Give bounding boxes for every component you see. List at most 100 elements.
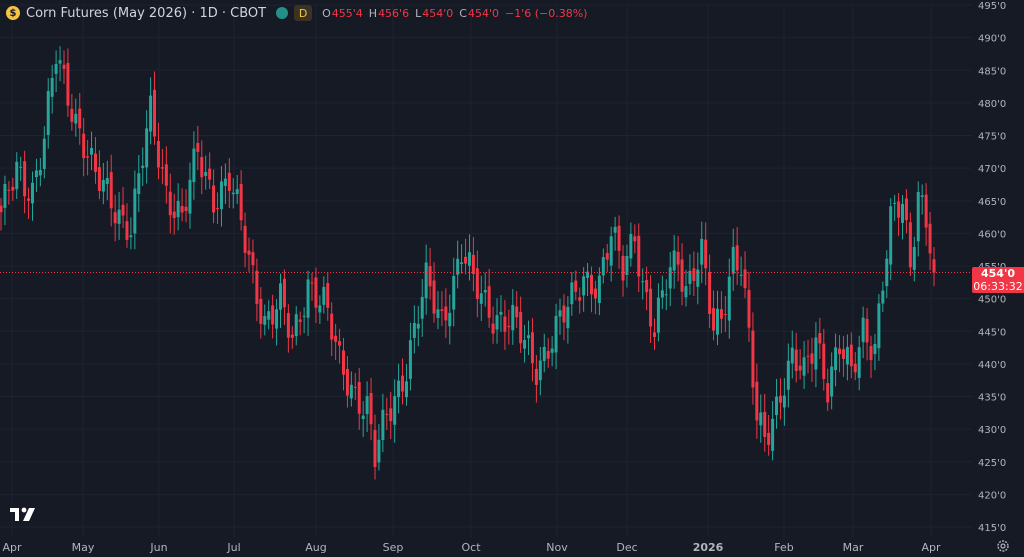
candle-body (826, 383, 830, 403)
y-tick-label: 415'0 (978, 523, 1006, 534)
candle (125, 203, 129, 248)
candle (519, 296, 523, 353)
y-tick-label: 490'0 (978, 34, 1006, 45)
candle (133, 170, 137, 250)
candle (82, 117, 86, 177)
x-tick-label: Jun (149, 541, 167, 554)
x-tick-label: Dec (616, 541, 637, 554)
candle-body (42, 138, 46, 170)
candle (90, 131, 94, 171)
candle-body (318, 305, 322, 313)
candle-body (715, 308, 719, 335)
candle (456, 240, 460, 289)
candle (507, 309, 511, 345)
candle (751, 312, 755, 405)
candle (908, 212, 912, 277)
candle-body (440, 309, 444, 311)
x-tick-label: 2026 (693, 541, 724, 554)
y-tick-label: 420'0 (978, 490, 1006, 501)
candle-body (778, 395, 782, 403)
candle (200, 140, 204, 195)
candle (101, 163, 105, 205)
candle-body (566, 306, 570, 329)
candle (66, 48, 70, 118)
y-tick-label: 445'0 (978, 327, 1006, 338)
candle (538, 346, 542, 396)
candle (46, 78, 50, 149)
candle-body (676, 251, 680, 265)
candle-body (176, 201, 180, 218)
candle-body (326, 282, 330, 308)
candle-body (790, 347, 794, 364)
candle-body (251, 252, 255, 266)
candle (318, 295, 322, 324)
candle-body (605, 252, 609, 260)
candle (767, 415, 771, 456)
candle-body (90, 147, 94, 155)
market-status-icon[interactable] (276, 7, 289, 19)
x-tick-label: Mar (843, 541, 864, 554)
y-tick-label: 495'0 (978, 1, 1006, 12)
candle (428, 247, 432, 300)
candle (499, 295, 503, 332)
candle-body (436, 309, 440, 318)
candle-body (822, 343, 826, 379)
candle-body (78, 108, 82, 129)
candle-body (227, 172, 231, 191)
candle (172, 193, 176, 235)
candle (550, 336, 554, 367)
settings-gear-icon[interactable] (996, 539, 1010, 553)
candle-body (637, 235, 641, 277)
candle (775, 378, 779, 429)
candle (259, 287, 263, 339)
candle (534, 354, 538, 403)
candle-body (739, 274, 743, 276)
tradingview-logo-icon[interactable] (10, 505, 38, 523)
candle (7, 181, 11, 205)
candle-body (196, 142, 200, 152)
candle-body (570, 282, 574, 305)
candle (778, 378, 782, 420)
countdown-timer: 06:33:32 (973, 279, 1023, 293)
candle (334, 323, 338, 360)
candle-body (660, 290, 664, 298)
candle (369, 377, 373, 441)
chart-title[interactable]: Corn Futures (May 2026) · 1D · CBOT (26, 5, 267, 21)
candle (475, 250, 479, 318)
candle-body (164, 164, 168, 186)
x-tick-label: Apr (921, 541, 941, 554)
candle-body (365, 396, 369, 415)
candle (70, 93, 74, 131)
candle-body (684, 286, 688, 298)
candle-body (357, 382, 361, 414)
candle-body (830, 366, 834, 397)
candle (436, 291, 440, 330)
x-tick-label: Nov (546, 541, 568, 554)
y-tick-label: 475'0 (978, 132, 1006, 143)
candle-body (279, 283, 283, 310)
y-tick-label: 470'0 (978, 164, 1006, 175)
candle (649, 275, 653, 343)
close-value: C454'0 (459, 6, 499, 20)
timeframe-badge[interactable]: D (294, 5, 313, 21)
candle-body (219, 181, 223, 210)
candle-body (857, 347, 861, 378)
candle-body (912, 246, 916, 270)
candle-body (767, 432, 771, 445)
candle-body (432, 280, 436, 314)
candle (617, 215, 621, 269)
candle-body (11, 186, 15, 191)
corn-coin-icon[interactable]: $ (6, 6, 20, 20)
candle-body (408, 340, 412, 379)
candle (924, 183, 928, 246)
candle (38, 157, 42, 187)
candle-body (381, 409, 385, 441)
candle (353, 373, 357, 401)
candle (893, 194, 897, 221)
candle-body (216, 208, 220, 210)
change-value: −1'6 (−0.38%) (504, 6, 588, 20)
candle (511, 289, 515, 345)
candle-body (46, 90, 50, 135)
